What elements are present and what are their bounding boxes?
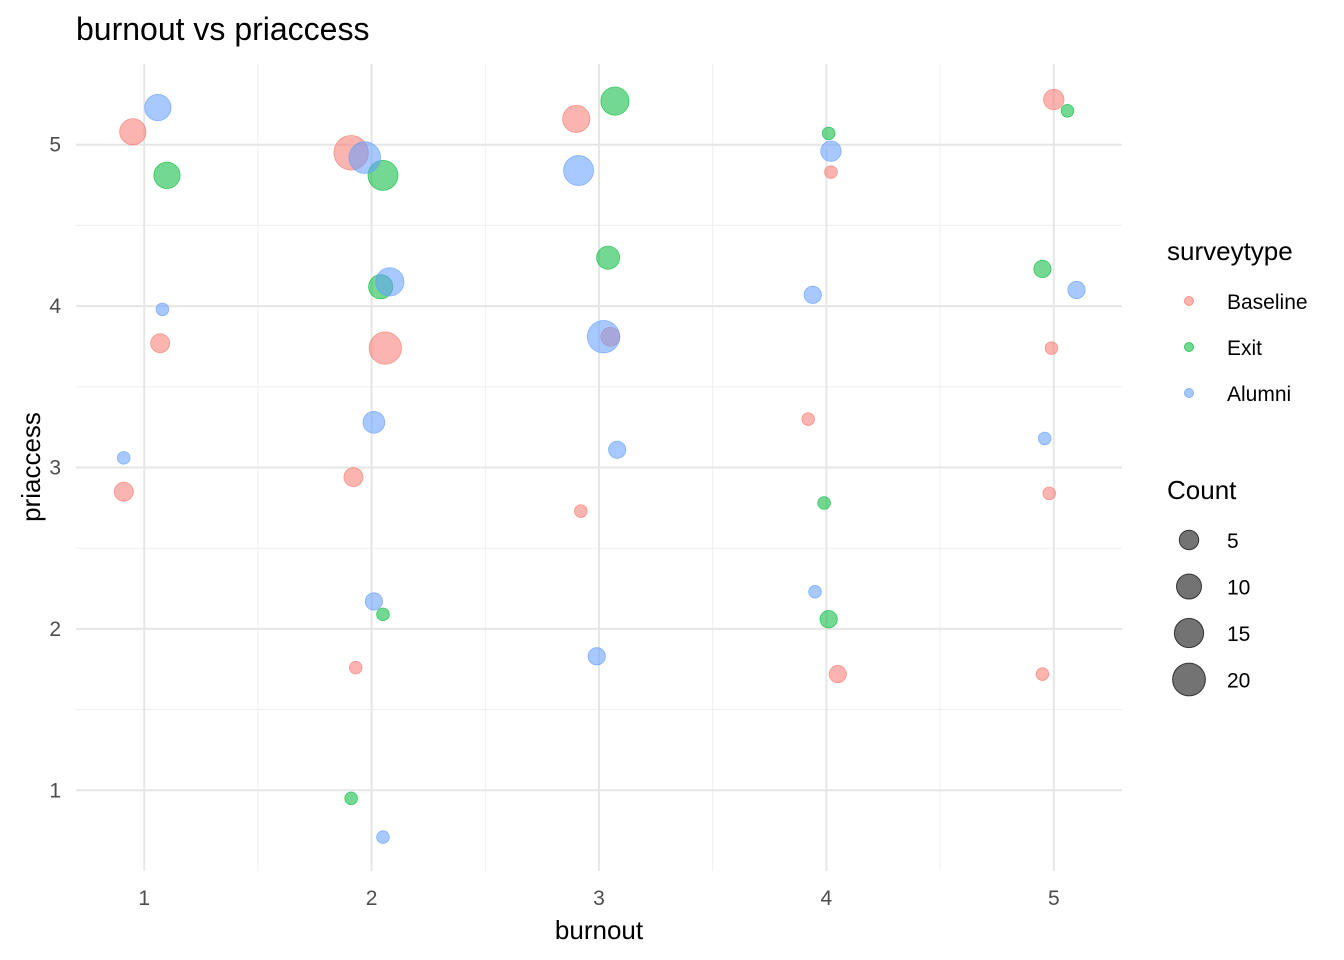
data-point-baseline [119,118,147,146]
data-point-alumni [808,585,822,599]
data-point-baseline [1043,88,1065,111]
data-point-exit [596,245,621,270]
data-point-exit [819,610,838,629]
x-tick-label: 1 [138,887,150,910]
color-legend: Baseline Exit Alumni [1184,291,1308,406]
legend-label-baseline: Baseline [1227,291,1308,314]
legend-key-alumni [1184,388,1194,398]
size-legend-label: 20 [1227,670,1250,693]
y-tick-label: 2 [49,618,61,641]
legend-key-exit [1184,342,1194,352]
data-point-alumni [563,155,594,186]
data-point-baseline [1035,667,1050,681]
legend: surveytype Baseline Exit Alumni Count 5 10 1… [1167,236,1308,697]
size-legend-title: Count [1167,475,1237,505]
size-legend-key [1172,662,1206,697]
y-tick-label: 3 [49,457,61,480]
x-tick-label: 4 [821,887,833,910]
x-tick-label: 2 [366,887,378,910]
data-point-exit [344,791,358,806]
data-point-baseline [150,333,171,354]
data-point-alumni [117,451,131,465]
y-tick-label: 4 [49,295,61,318]
data-point-baseline [1042,486,1056,501]
size-legend-label: 10 [1227,577,1250,600]
y-axis-label: priaccess [16,412,46,522]
data-point-alumni [820,140,842,162]
x-tick-label: 5 [1048,887,1060,910]
grid-lines [76,64,1122,871]
y-axis-ticks: 1 2 3 4 5 [49,134,61,803]
data-point-alumni [1037,431,1052,446]
data-point-alumni [376,830,390,844]
data-points [113,86,1086,844]
legend-key-baseline [1184,296,1194,306]
x-axis-label: burnout [555,915,644,945]
size-legend-label: 5 [1227,530,1239,553]
x-tick-label: 3 [593,887,605,910]
legend-label-exit: Exit [1227,337,1262,360]
size-legend-label: 15 [1227,623,1250,646]
data-point-baseline [113,481,134,502]
data-point-baseline [562,104,591,133]
color-legend-title: surveytype [1167,236,1293,266]
data-point-alumni [586,320,621,354]
data-point-alumni [375,267,405,297]
size-legend-key [1178,529,1200,551]
data-point-baseline [343,467,364,488]
data-point-alumni [364,592,383,611]
data-point-exit [600,86,630,116]
data-point-exit [376,607,390,622]
size-legend: 5 10 15 20 [1172,529,1250,697]
data-point-exit [153,161,181,189]
data-point-baseline [824,165,838,179]
data-point-exit [1033,259,1052,279]
data-point-alumni [144,94,172,122]
data-point-alumni [1067,280,1086,300]
size-legend-key [1173,617,1205,649]
data-point-alumni [608,440,627,459]
legend-label-alumni: Alumni [1227,383,1291,406]
chart-title: burnout vs priaccess [76,11,369,47]
data-point-baseline [1044,341,1059,355]
data-point-alumni [587,647,606,666]
y-tick-label: 1 [49,779,61,802]
data-point-baseline [348,660,363,675]
data-point-alumni [362,410,386,434]
data-point-baseline [801,412,815,426]
data-point-alumni [155,302,170,317]
y-tick-label: 5 [49,134,61,157]
x-axis-ticks: 1 2 3 4 5 [138,887,1059,910]
data-point-alumni [803,285,822,304]
data-point-exit [821,126,836,141]
data-point-baseline [574,504,588,518]
data-point-alumni [348,141,381,174]
data-point-baseline [828,665,847,684]
data-point-exit [817,496,831,510]
data-point-exit [1060,104,1075,118]
size-legend-key [1175,573,1203,600]
data-point-baseline [368,331,402,365]
